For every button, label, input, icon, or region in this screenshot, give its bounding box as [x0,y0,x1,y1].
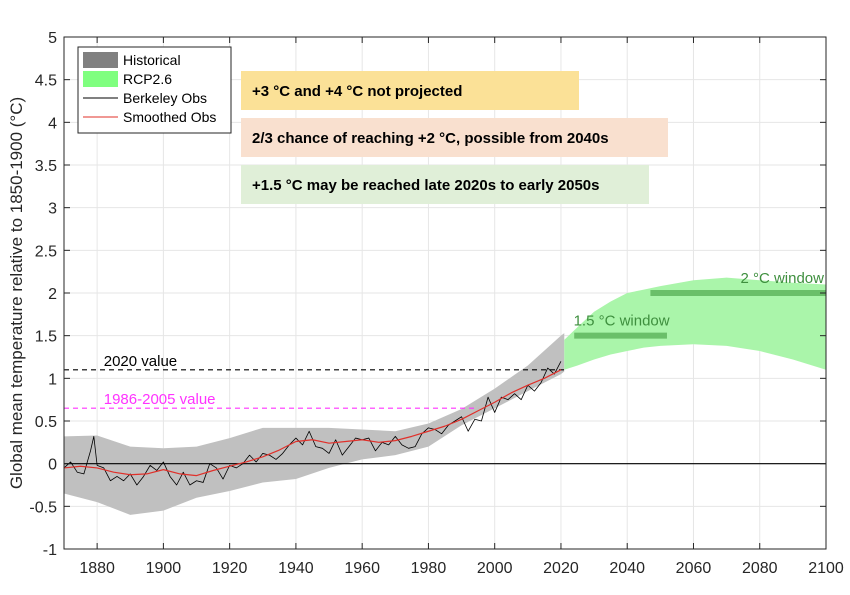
x-tick-label: 1960 [344,560,380,577]
y-tick-label: 0 [48,457,57,474]
legend-entry-3: Smoothed Obs [83,109,216,125]
x-tick-label: 2080 [742,560,778,577]
x-tick-label: 1880 [79,560,115,577]
axis-ticks: 1880 1900 1920 1940 1960 1980 2000 2020 2040 2060… [29,30,843,577]
smoothed-obs-line [63,369,562,477]
window-label-1: 2 °C window [740,270,824,287]
series-lines [63,361,562,486]
annotation-box-1: 2/3 chance of reaching +2 °C, possible f… [241,118,668,157]
historical-band [64,333,565,515]
legend: Historical RCP2.6 Berkeley Obs Smoothed Obs [77,46,232,134]
y-axis-label: Global mean temperature relative to 1850… [7,97,26,489]
y-tick-label: 3.5 [35,158,57,175]
legend-label: Historical [123,52,181,68]
y-tick-label: 1.5 [35,329,57,346]
y-tick-label: 2.5 [35,243,57,260]
x-tick-label: 2060 [676,560,712,577]
y-tick-label: 5 [48,30,57,47]
legend-swatch [83,52,118,68]
x-tick-label: 2100 [808,560,844,577]
legend-entry-2: Berkeley Obs [83,90,207,106]
rcp26-band [564,277,826,370]
y-tick-label: 2 [48,286,57,303]
y-tick-label: 1 [48,371,57,388]
annotation-box-0: +3 °C and +4 °C not projected [241,71,579,110]
reference-lines: 2020 value 1986-2005 value [64,353,826,465]
window-label-0: 1.5 °C window [574,313,670,330]
y-tick-label: -1 [43,542,57,559]
y-tick-label: 4 [48,115,57,132]
threshold-windows: 1.5 °C window 2 °C window [574,270,826,339]
annotation-text-0: +3 °C and +4 °C not projected [252,83,462,100]
reference-label-0: 2020 value [104,353,177,370]
y-tick-label: 0.5 [35,414,57,431]
legend-entry-1: RCP2.6 [83,71,172,87]
berkeley-obs-line [63,361,562,486]
legend-label: RCP2.6 [123,71,172,87]
legend-swatch [83,71,118,87]
x-tick-label: 2020 [543,560,579,577]
annotation-text-1: 2/3 chance of reaching +2 °C, possible f… [252,130,609,147]
reference-label-1: 1986-2005 value [104,391,216,408]
y-tick-label: 3 [48,201,57,218]
annotation-box-2: +1.5 °C may be reached late 2020s to ear… [241,165,649,204]
x-tick-label: 2040 [609,560,645,577]
x-tick-label: 1900 [146,560,182,577]
x-tick-label: 1920 [212,560,248,577]
annotation-text-2: +1.5 °C may be reached late 2020s to ear… [252,177,599,194]
annotation-boxes: +3 °C and +4 °C not projected 2/3 chance … [241,71,668,204]
legend-entry-0: Historical [83,52,181,68]
x-tick-label: 2000 [477,560,513,577]
bands [64,277,826,515]
y-tick-label: 4.5 [35,73,57,90]
legend-label: Smoothed Obs [123,109,216,125]
y-tick-label: -0.5 [29,499,57,516]
legend-label: Berkeley Obs [123,90,207,106]
x-tick-label: 1940 [278,560,314,577]
x-tick-label: 1980 [411,560,447,577]
